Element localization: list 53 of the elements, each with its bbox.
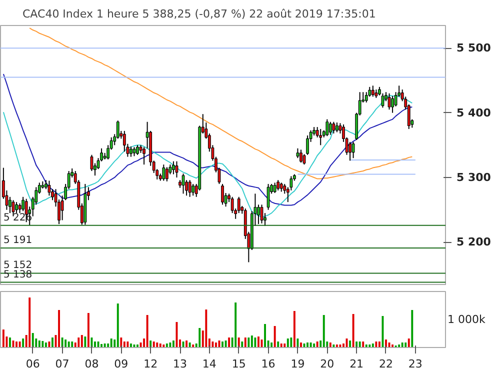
candlestick	[336, 122, 338, 133]
candlestick	[130, 146, 132, 158]
candlestick	[306, 134, 309, 156]
candlestick	[18, 202, 22, 214]
candlestick	[15, 202, 18, 214]
candlestick	[142, 146, 146, 166]
x-tick-label: 06	[26, 358, 40, 370]
candlestick	[162, 164, 166, 182]
x-tick-label: 23	[408, 358, 422, 370]
x-tick-label: 09	[114, 358, 128, 370]
line-series	[2, 74, 413, 206]
x-tick-label: 20	[320, 358, 334, 370]
text: 1 000k	[448, 313, 486, 326]
candlestick	[165, 166, 168, 182]
y-tick-label: 5 300	[456, 170, 492, 184]
candlestick	[319, 128, 322, 146]
candlestick	[276, 180, 280, 191]
x-tick-label: 15	[232, 358, 246, 370]
x-tick-label: 07	[55, 358, 70, 370]
candlestick	[132, 146, 136, 157]
y-tick-label: 5 400	[456, 106, 492, 120]
line-series	[29, 28, 413, 180]
x-tick-label: 19	[290, 358, 305, 370]
candlestick	[221, 183, 224, 206]
ref-line-label: 5 152	[4, 260, 32, 272]
candlestick	[192, 183, 195, 196]
candlestick	[136, 144, 139, 156]
chart-title: CAC40 Index 1 heure 5 388,25 (-0,87 %) 22 août 2019 17:35:01	[22, 8, 376, 20]
candlestick	[371, 85, 374, 98]
x-tick-label: 22	[378, 358, 393, 370]
candlestick	[280, 182, 283, 192]
ref-line-label: 5 191	[4, 234, 32, 246]
candlestick	[300, 149, 302, 164]
candlestick	[352, 141, 355, 159]
candlestick	[48, 180, 51, 196]
y-tick-label: 5 500	[456, 42, 492, 55]
y-tick-label: 5 200	[456, 236, 492, 249]
candlestick	[172, 160, 175, 175]
candlestick	[188, 180, 192, 198]
x-tick-label: 21	[350, 358, 364, 370]
candlestick	[266, 183, 270, 210]
candlestick	[328, 121, 332, 136]
candlestick	[273, 182, 276, 194]
x-tick-label: 16	[261, 358, 276, 370]
x-tick-label: 12	[144, 358, 158, 370]
x-tick-label: 13	[173, 358, 188, 370]
candlestick	[296, 148, 300, 159]
candlestick	[332, 121, 336, 134]
candlestick	[391, 96, 394, 114]
candlestick	[348, 141, 352, 162]
x-tick-label: 08	[84, 358, 99, 370]
x-tick-label: 14	[202, 358, 216, 370]
candlestick	[326, 118, 329, 137]
